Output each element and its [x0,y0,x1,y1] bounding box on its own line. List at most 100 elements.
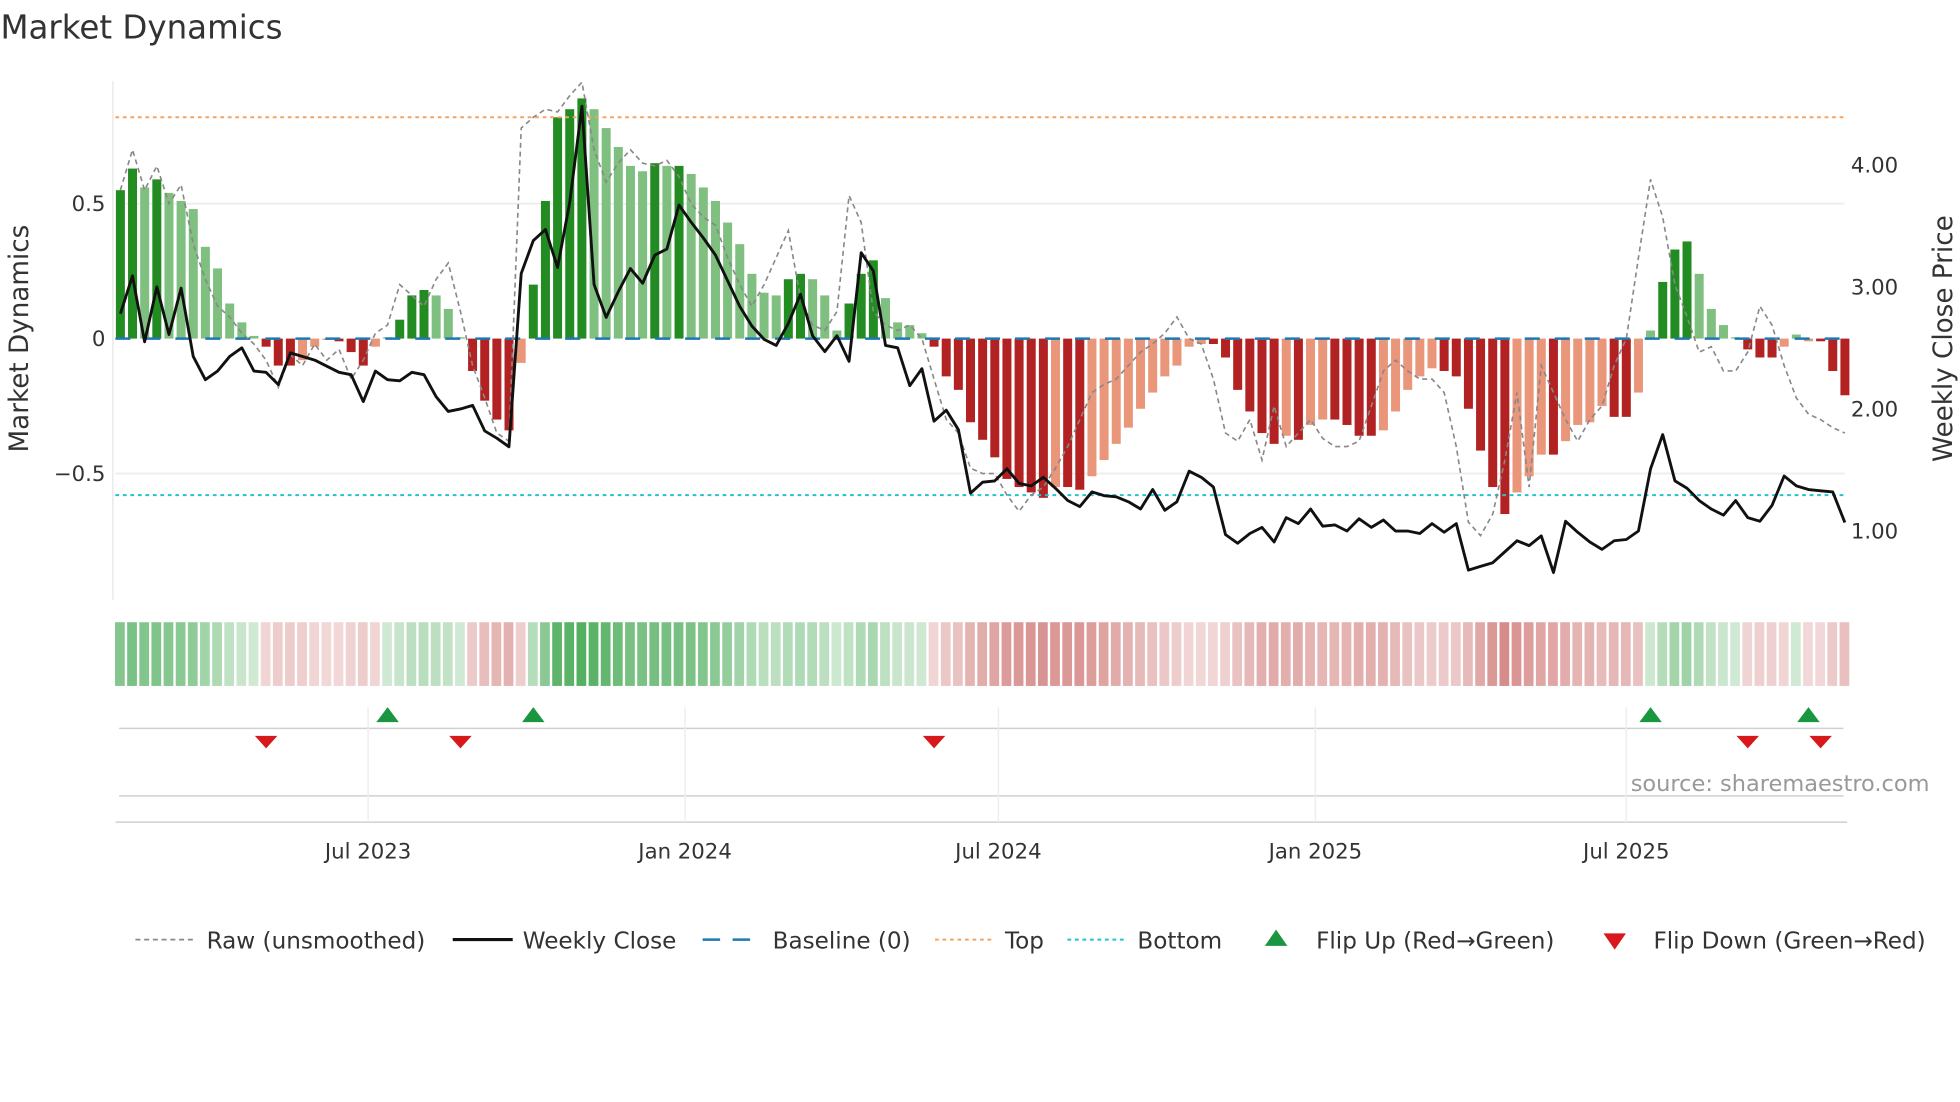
momentum-bar [1002,338,1012,479]
regime-band-cell [661,622,672,686]
momentum-bar [1378,338,1388,431]
regime-band-cell [1378,622,1388,686]
regime-band-cell [1450,622,1461,686]
x-tick-label: Jul 2025 [1581,839,1669,864]
momentum-bar [1573,338,1583,425]
momentum-bar [540,200,550,339]
y-tick-label: 0.5 [72,192,106,217]
y2-ticks: 4.00 3.00 2.00 1.00 [1851,153,1898,544]
momentum-bar [601,128,611,339]
regime-band-cell [515,622,526,686]
regime-band-cell [1147,622,1158,686]
legend-flip-down-icon [1603,933,1626,950]
y-ticks: 0.5 0 −0.5 [54,192,106,487]
regime-band-cell [1062,622,1073,686]
legend-top-label: Top [1004,928,1044,954]
regime-band-cell [795,622,805,686]
momentum-bar [213,268,223,339]
momentum-bar [1439,338,1449,371]
momentum-bar [589,109,599,339]
regime-band-cell [625,622,635,686]
flip-up-marker [1639,707,1662,723]
momentum-bar [1633,338,1643,393]
regime-band-cell [685,622,696,686]
regime-band-cell [1620,622,1631,686]
momentum-bar [1354,338,1364,436]
momentum-bar [1779,338,1789,347]
momentum-bar [1488,338,1498,488]
momentum-bar [431,295,441,339]
regime-band-cell [224,622,235,686]
y2-tick-label: 2.00 [1851,397,1898,422]
regime-band-cell [1195,622,1206,686]
regime-band-cell [600,622,611,686]
momentum-bar [1536,338,1546,455]
momentum-bar [759,292,769,339]
regime-band-cell [1050,622,1060,686]
momentum-bar [1148,338,1158,393]
regime-band-cell [418,622,429,686]
raw-unsmoothed-line [119,80,1846,538]
regime-band-cell [1414,622,1425,686]
momentum-bar [1111,338,1121,444]
regime-band-cell [637,622,647,686]
regime-band-cell [1645,622,1655,686]
regime-band-cell [248,622,259,686]
regime-band-cell [1499,622,1510,686]
momentum-bar [966,338,976,423]
regime-band-cell [406,622,417,686]
y-tick-label: 0 [92,327,106,352]
momentum-bar [1014,338,1024,488]
momentum-bar [1840,338,1850,396]
momentum-bar [395,319,405,339]
regime-band-cell [430,622,441,686]
momentum-bar [783,279,793,339]
regime-band [115,622,1850,686]
regime-band-cell [1766,622,1777,686]
regime-band-cell [928,622,939,686]
legend-close-label: Weekly Close [523,928,677,954]
regime-band-cell [1718,622,1728,686]
regime-band-cell [892,622,903,686]
momentum-bar [880,298,890,339]
momentum-bar [820,295,830,339]
momentum-bar [1172,338,1182,366]
momentum-bar [953,338,963,390]
momentum-bar [1196,338,1206,344]
momentum-bar [358,338,368,366]
momentum-bar [1500,338,1510,515]
regime-band-cell [1159,622,1170,686]
regime-band-cell [1123,622,1133,686]
momentum-bar [1706,308,1716,339]
momentum-bar [1803,338,1813,342]
momentum-bar [771,295,781,339]
momentum-bar [1208,338,1218,344]
regime-band-cell [212,622,222,686]
regime-band-cell [260,622,271,686]
regime-band-cell [1754,622,1765,686]
momentum-bar [795,273,805,339]
flip-down-marker [254,735,278,749]
momentum-bar [528,284,538,339]
regime-band-cell [527,622,538,686]
momentum-bar [1597,338,1607,407]
momentum-bar [1548,338,1558,455]
regime-band-cell [1110,622,1121,686]
momentum-bar [1682,241,1692,339]
momentum-bar [1451,338,1461,377]
legend-bottom-label: Bottom [1137,928,1222,954]
momentum-bar [1038,338,1048,498]
momentum-bar [1718,325,1728,339]
momentum-bar [504,338,514,431]
regime-band-cell [1329,622,1340,686]
momentum-bar [455,337,465,339]
regime-band-cell [1839,622,1850,686]
momentum-bar [747,273,757,339]
x-tick-label: Jul 2024 [953,839,1041,864]
momentum-bar [553,117,563,339]
momentum-bar [1512,338,1522,493]
regime-band-cell [1535,622,1546,686]
legend-raw-label: Raw (unsmoothed) [207,928,426,954]
momentum-bar [1621,338,1631,417]
regime-band-cell [758,622,769,686]
